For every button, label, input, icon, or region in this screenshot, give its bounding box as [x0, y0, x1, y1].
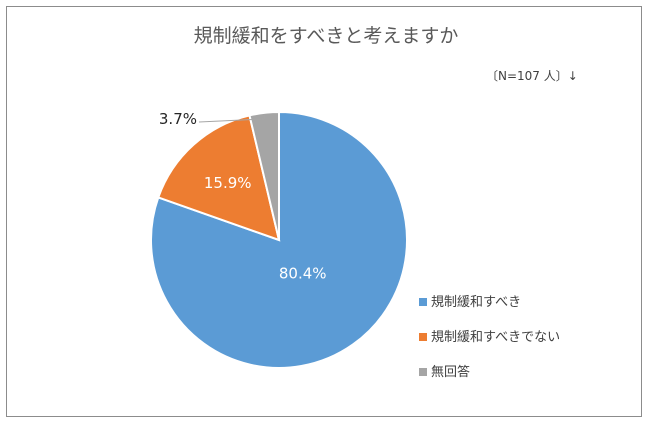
data-label-2: 15.9% — [204, 174, 252, 192]
legend-swatch-3 — [419, 368, 427, 376]
legend-swatch-2 — [419, 333, 427, 341]
sample-size-note: 〔N=107 人〕↓ — [486, 69, 578, 83]
data-label-1: 80.4% — [279, 264, 327, 282]
legend-swatch-1 — [419, 298, 427, 306]
legend-label-3: 無回答 — [431, 364, 470, 380]
leader-line-3 — [198, 114, 265, 123]
pie-slice-3 — [248, 110, 280, 241]
data-label-3: 3.7% — [159, 110, 197, 128]
chart-title: 規制緩和をすべきと考えますか — [194, 25, 459, 47]
legend-label-2: 規制緩和すべきでない — [431, 330, 560, 345]
legend-label-1: 規制緩和すべき — [431, 295, 521, 310]
pie-slice-2 — [157, 114, 281, 242]
